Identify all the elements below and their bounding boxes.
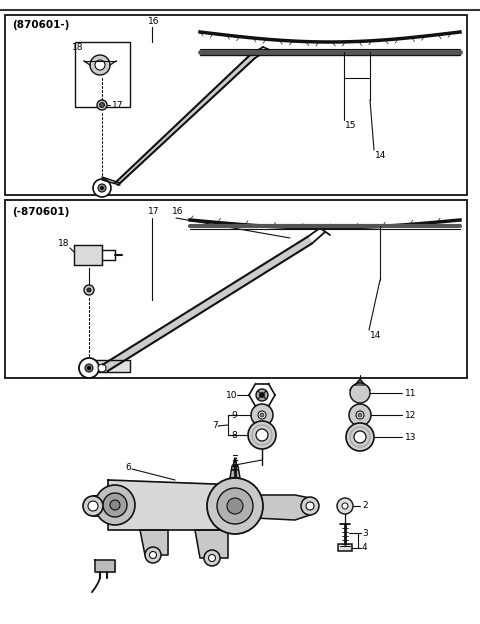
Text: 15: 15 xyxy=(345,120,357,130)
Bar xyxy=(338,544,352,551)
Polygon shape xyxy=(95,560,115,572)
Polygon shape xyxy=(140,530,168,555)
Circle shape xyxy=(145,547,161,563)
Text: 13: 13 xyxy=(405,432,417,442)
Circle shape xyxy=(84,285,94,295)
Circle shape xyxy=(349,404,371,426)
Circle shape xyxy=(103,493,127,517)
Circle shape xyxy=(93,179,111,197)
Polygon shape xyxy=(74,245,102,265)
Circle shape xyxy=(358,413,362,417)
Circle shape xyxy=(87,366,91,369)
Bar xyxy=(5,200,467,378)
Polygon shape xyxy=(230,466,240,478)
Circle shape xyxy=(342,503,348,509)
Bar xyxy=(75,42,130,107)
Text: 2: 2 xyxy=(362,502,368,510)
Text: 17: 17 xyxy=(112,100,123,109)
Text: 10: 10 xyxy=(226,391,237,399)
Text: 7: 7 xyxy=(212,421,218,431)
Circle shape xyxy=(217,488,253,524)
Circle shape xyxy=(260,392,264,397)
Circle shape xyxy=(88,501,98,511)
Circle shape xyxy=(85,364,93,372)
Text: (870601-): (870601-) xyxy=(12,20,70,30)
Circle shape xyxy=(346,423,374,451)
Circle shape xyxy=(354,431,366,443)
Circle shape xyxy=(258,411,266,419)
Circle shape xyxy=(100,187,104,190)
Text: 8: 8 xyxy=(231,431,237,439)
Circle shape xyxy=(301,497,319,515)
Text: 16: 16 xyxy=(172,208,183,217)
Polygon shape xyxy=(102,177,120,185)
Text: 4: 4 xyxy=(362,544,368,552)
Polygon shape xyxy=(233,458,237,470)
Circle shape xyxy=(83,496,103,516)
Circle shape xyxy=(98,184,106,192)
Circle shape xyxy=(99,102,105,107)
Circle shape xyxy=(350,383,370,403)
Text: 9: 9 xyxy=(231,411,237,419)
Circle shape xyxy=(90,55,110,75)
Text: (-870601): (-870601) xyxy=(12,207,70,217)
Text: 11: 11 xyxy=(405,389,417,397)
Circle shape xyxy=(306,502,314,510)
Text: 14: 14 xyxy=(370,331,382,339)
Text: 18: 18 xyxy=(58,238,70,248)
Polygon shape xyxy=(195,530,228,558)
Text: 17: 17 xyxy=(148,208,159,217)
Circle shape xyxy=(256,389,268,401)
Circle shape xyxy=(204,550,220,566)
Polygon shape xyxy=(355,379,365,385)
Polygon shape xyxy=(90,360,130,372)
Text: 12: 12 xyxy=(405,411,416,419)
Circle shape xyxy=(95,60,105,70)
Circle shape xyxy=(149,552,156,558)
Text: 3: 3 xyxy=(362,529,368,537)
Bar xyxy=(90,360,130,372)
Circle shape xyxy=(97,100,107,110)
Circle shape xyxy=(356,411,364,419)
Circle shape xyxy=(79,358,99,378)
Polygon shape xyxy=(255,495,310,520)
Circle shape xyxy=(337,498,353,514)
Bar xyxy=(5,15,467,195)
Circle shape xyxy=(110,500,120,510)
Circle shape xyxy=(98,364,106,372)
Polygon shape xyxy=(115,55,255,185)
Polygon shape xyxy=(103,236,312,371)
Text: 16: 16 xyxy=(148,17,159,26)
Text: 18: 18 xyxy=(72,44,84,52)
Circle shape xyxy=(207,478,263,534)
Circle shape xyxy=(251,404,273,426)
Circle shape xyxy=(87,288,91,292)
Text: 6: 6 xyxy=(125,464,131,472)
Circle shape xyxy=(227,498,243,514)
Circle shape xyxy=(248,421,276,449)
Circle shape xyxy=(208,555,216,562)
Circle shape xyxy=(256,429,268,441)
Polygon shape xyxy=(108,480,240,530)
Circle shape xyxy=(95,485,135,525)
Text: 14: 14 xyxy=(375,150,386,160)
Circle shape xyxy=(260,413,264,417)
